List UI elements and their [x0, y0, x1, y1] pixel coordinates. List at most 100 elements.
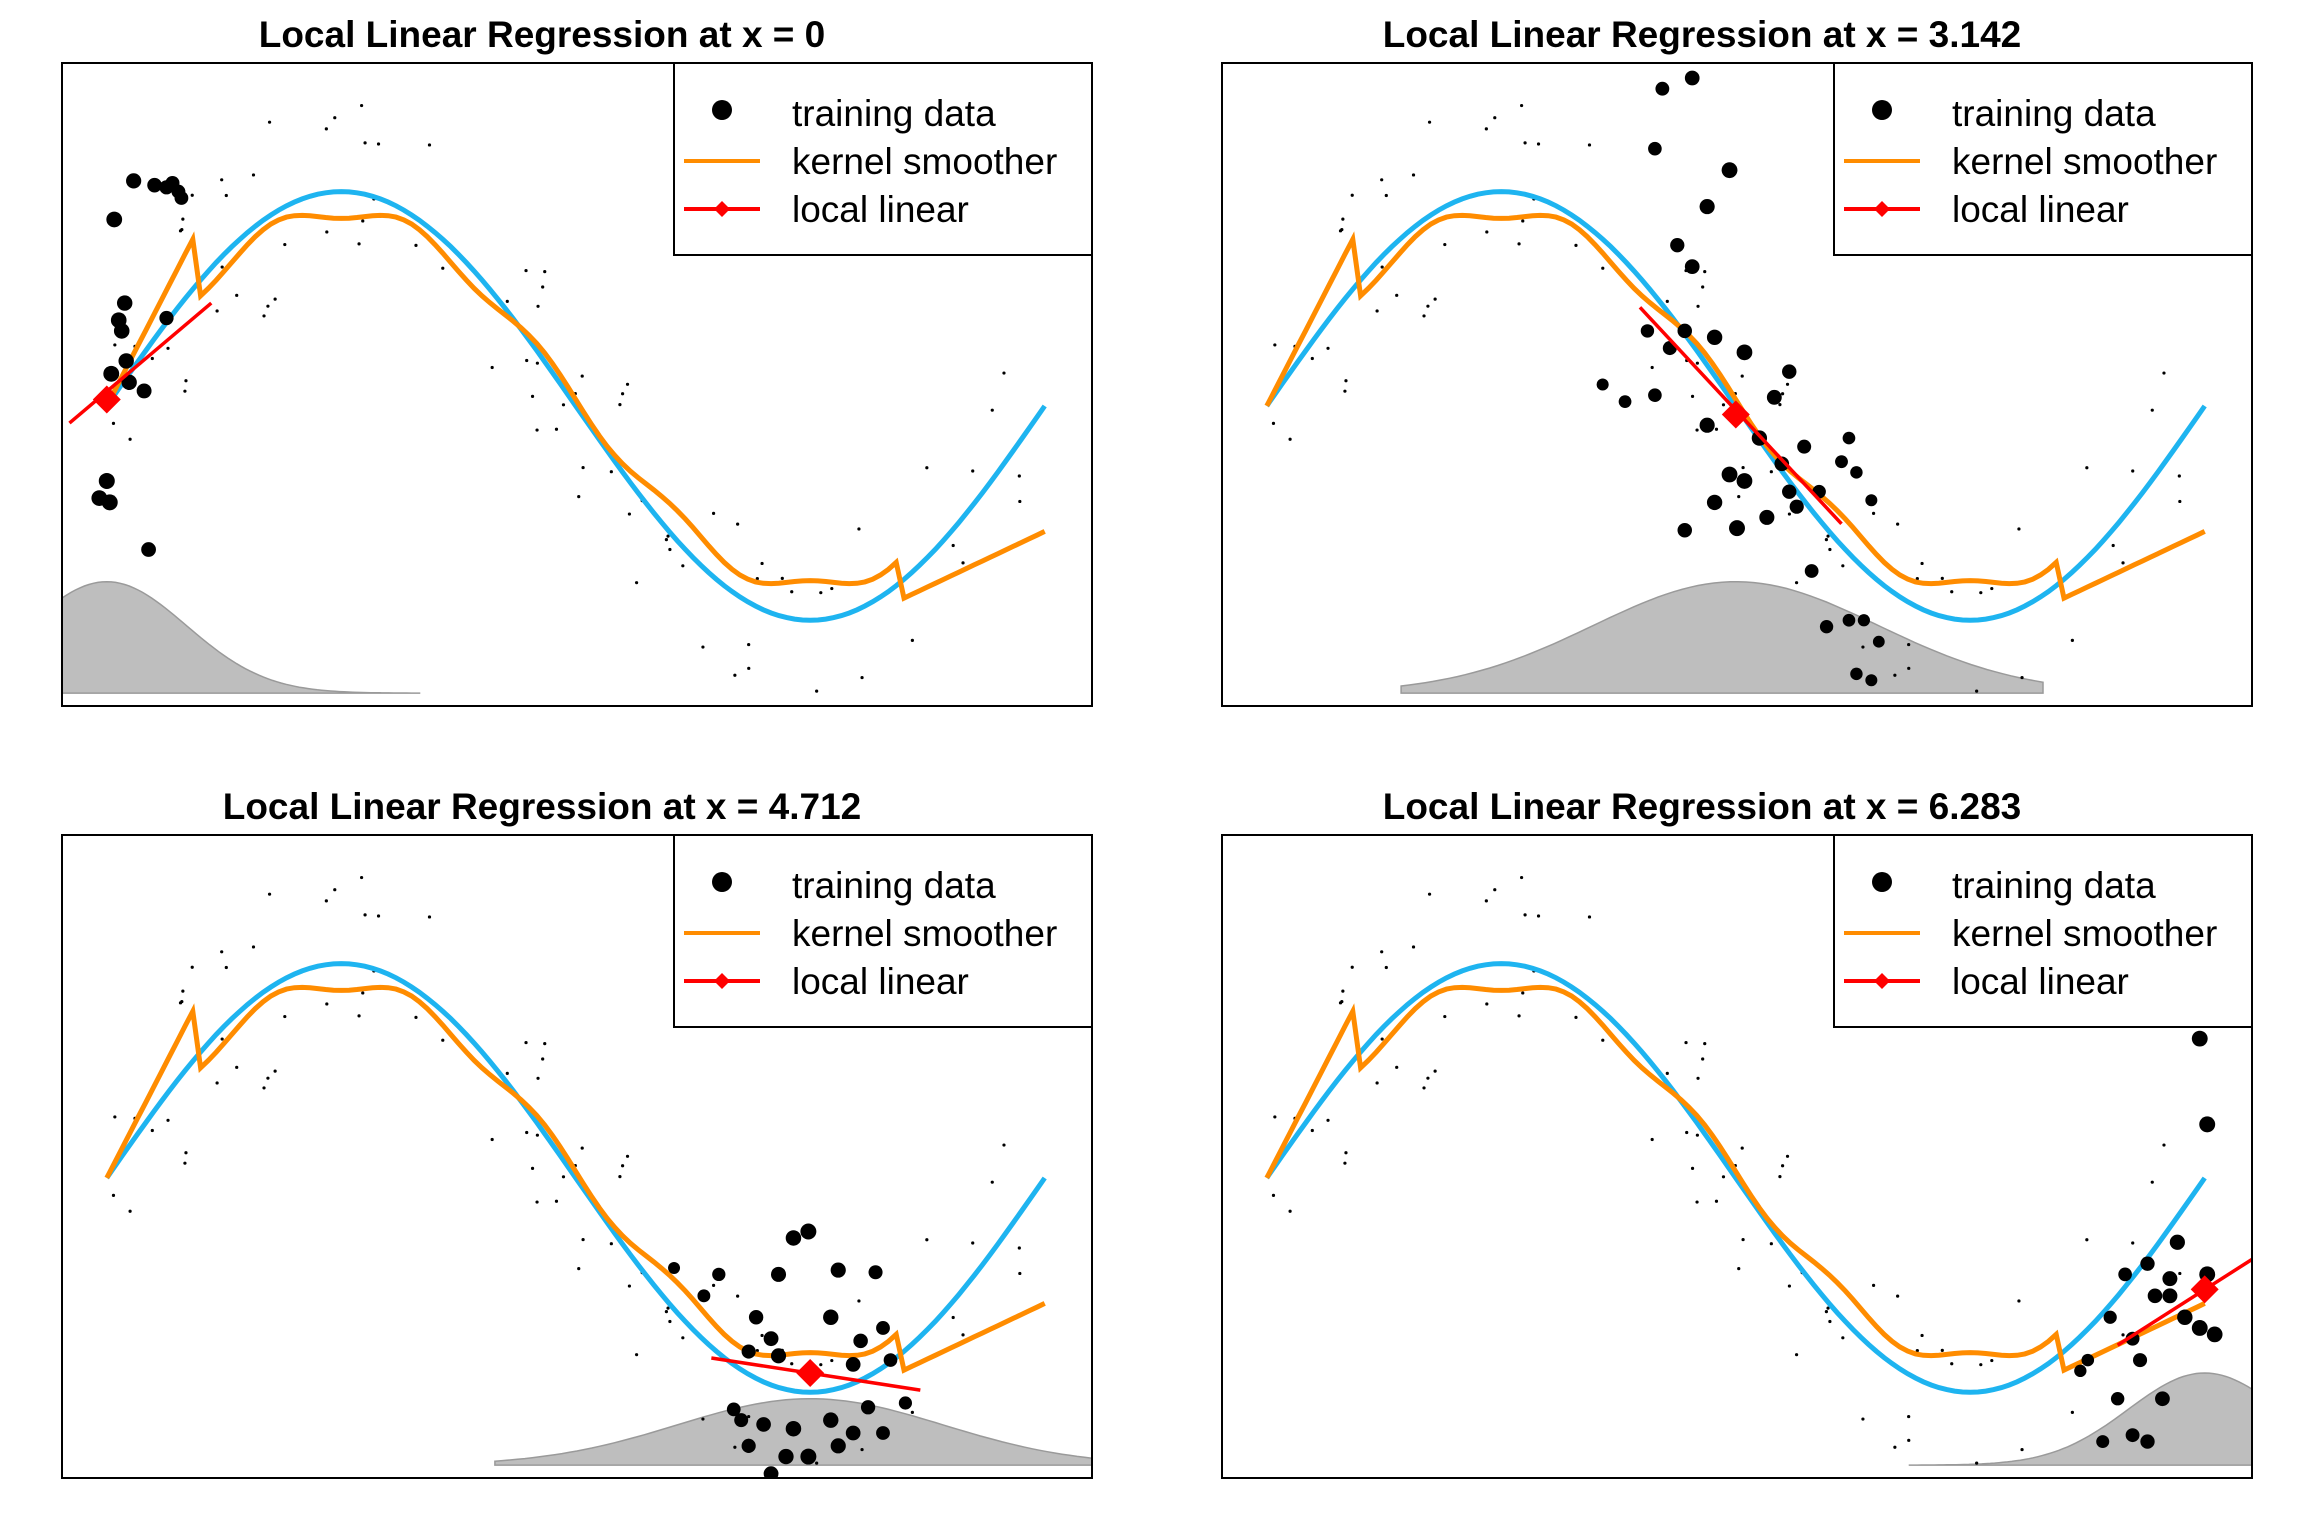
training-point-small	[1350, 193, 1354, 197]
training-point-small	[1411, 945, 1416, 949]
kernel-smoother-line	[104, 212, 1046, 602]
training-point-small	[618, 1175, 622, 1179]
training-point	[2162, 1271, 2178, 1287]
training-point	[830, 1438, 846, 1454]
training-point-small	[1940, 576, 1944, 580]
kernel-smoother-line	[104, 984, 1046, 1374]
training-point	[785, 1420, 802, 1437]
training-point-small	[760, 561, 764, 566]
training-point-small	[220, 178, 224, 182]
training-point-small	[183, 389, 187, 393]
training-point-small	[190, 965, 194, 969]
training-point-small	[711, 511, 716, 515]
training-point-small	[224, 965, 228, 970]
training-point	[2177, 1309, 2193, 1325]
training-point	[823, 1309, 839, 1325]
training-point-small	[1343, 389, 1347, 393]
training-point-small	[1920, 561, 1924, 566]
training-point-small	[1018, 499, 1022, 504]
training-point	[830, 1262, 846, 1278]
training-point	[1774, 456, 1790, 472]
training-point-small	[1785, 382, 1790, 386]
training-point-small	[625, 382, 630, 386]
training-point-small	[815, 689, 819, 693]
training-point	[2206, 1326, 2223, 1343]
training-point-small	[736, 522, 740, 526]
training-point-small	[2017, 1299, 2021, 1303]
training-point-small	[1824, 538, 1829, 542]
training-point-small	[1338, 1001, 1343, 1005]
training-point-small	[184, 379, 188, 383]
training-point-small	[1601, 266, 1605, 270]
training-point-small	[1871, 1283, 1876, 1287]
training-point-small	[1737, 1267, 1741, 1271]
training-point-small	[2178, 499, 2182, 504]
training-point	[1865, 674, 1878, 687]
training-point-small	[1828, 547, 1832, 552]
training-point-small	[1737, 495, 1741, 499]
training-point-small	[215, 1081, 219, 1085]
training-point-small	[1343, 1161, 1347, 1165]
training-point-small	[1344, 379, 1348, 383]
training-point	[876, 1426, 890, 1440]
training-point-small	[1696, 1076, 1700, 1080]
training-point	[2199, 1116, 2216, 1133]
training-point	[1804, 564, 1819, 578]
training-point-small	[1587, 143, 1592, 147]
training-point-small	[664, 1310, 669, 1314]
legend-diamond-symbol	[1874, 973, 1890, 989]
training-point-small	[1665, 299, 1669, 303]
training-point	[823, 1412, 839, 1428]
training-point-small	[525, 358, 529, 363]
training-point	[2103, 1310, 2117, 1324]
training-point-small	[1826, 534, 1830, 538]
training-point	[159, 310, 174, 326]
training-point-small	[925, 466, 929, 470]
training-point-small	[1787, 1284, 1792, 1288]
panel-title: Local Linear Regression at x = 4.712	[223, 786, 862, 827]
training-point-small	[1690, 1166, 1695, 1170]
training-point-small	[1701, 285, 1705, 289]
training-point-small	[627, 1284, 632, 1288]
training-point-small	[736, 1294, 740, 1298]
training-point-small	[1517, 1014, 1521, 1018]
legend-point-symbol	[1872, 100, 1892, 120]
training-point	[106, 211, 123, 228]
training-point-small	[267, 120, 272, 124]
training-point-small	[1521, 219, 1525, 223]
training-point-small	[577, 1267, 581, 1271]
training-point	[1766, 389, 1782, 405]
training-point	[136, 383, 152, 399]
training-point-small	[1695, 1200, 1699, 1204]
training-point-small	[627, 512, 632, 516]
training-point	[741, 1344, 756, 1359]
training-point	[763, 1466, 779, 1478]
training-point	[126, 173, 142, 189]
training-point-small	[951, 1315, 955, 1320]
panel-2: Local Linear Regression at x = 3.142 trai…	[1221, 14, 2253, 707]
training-point	[2118, 1267, 2132, 1282]
training-point-small	[1002, 1143, 1006, 1147]
training-point-small	[1433, 297, 1437, 301]
panel-title: Local Linear Regression at x = 6.283	[1383, 786, 2022, 827]
true-function-line	[1264, 961, 2207, 1395]
training-point-small	[1493, 888, 1497, 892]
training-point	[1721, 162, 1738, 179]
training-point	[1648, 141, 1662, 156]
training-point	[668, 1261, 681, 1274]
legend-point-symbol	[712, 872, 732, 892]
training-point	[110, 312, 127, 329]
training-point-small	[1950, 1362, 1954, 1366]
training-point	[1759, 509, 1775, 525]
training-point-small	[427, 143, 432, 147]
training-point-small	[910, 1410, 914, 1414]
training-point-small	[220, 1037, 224, 1041]
training-point-small	[1380, 178, 1384, 182]
legend-point-symbol	[712, 100, 732, 120]
training-point-small	[1701, 1057, 1705, 1061]
training-point-small	[359, 875, 364, 880]
training-point	[756, 1417, 771, 1432]
training-point	[748, 1310, 764, 1325]
training-point-small	[1714, 1199, 1719, 1203]
training-point	[1736, 344, 1753, 361]
